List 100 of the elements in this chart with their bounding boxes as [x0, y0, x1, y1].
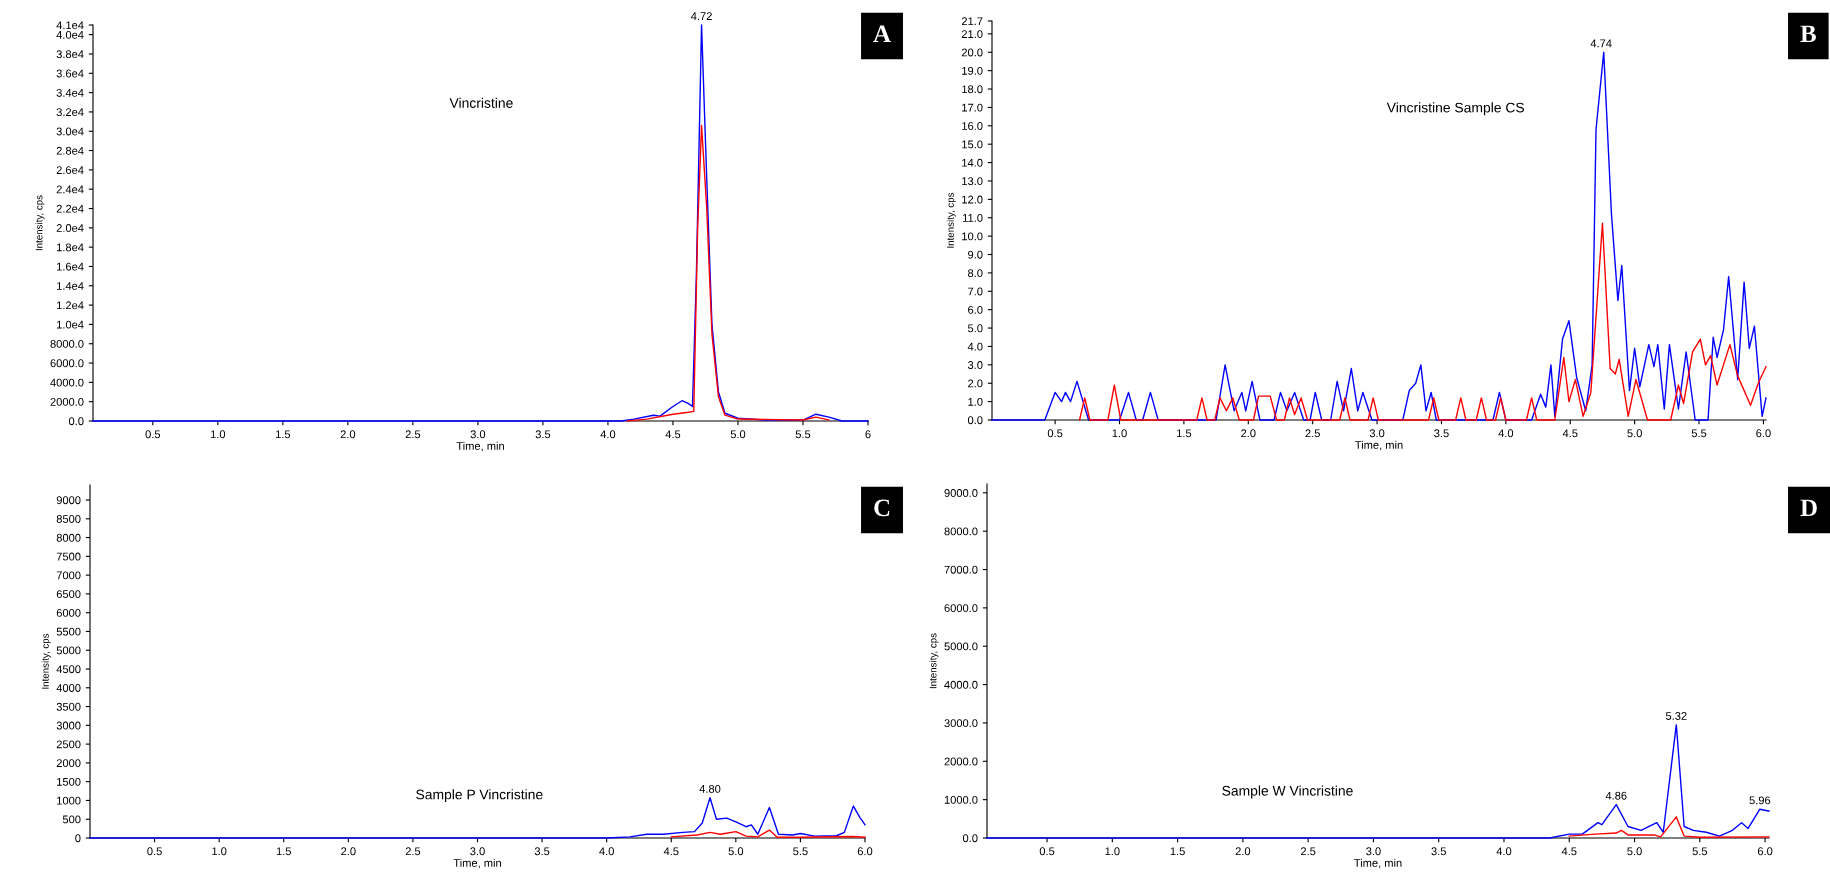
x-tick-label: 2.5: [1300, 847, 1316, 856]
x-tick-label: 0.5: [145, 430, 161, 439]
x-tick-label: 5.0: [730, 430, 746, 439]
x-tick-label: 3.5: [1434, 429, 1449, 438]
y-tick-label: 3.0: [967, 361, 983, 369]
x-axis-title: Time, min: [1355, 440, 1403, 451]
y-tick-label: 2.8e4: [56, 146, 84, 155]
y-tick-label: 3.6e4: [56, 69, 84, 78]
text: Vincristine: [449, 97, 513, 108]
y-tick-label: 7000.0: [944, 565, 978, 574]
y-tick-label: 11.0: [963, 214, 983, 222]
y-tick-label: 1.0: [968, 397, 983, 406]
y-tick-label: 9.0: [968, 250, 983, 259]
annotation: 4.72: [691, 12, 712, 20]
x-tick-label: 3.0: [470, 847, 485, 856]
x-tick-label: 4.0: [1496, 847, 1512, 856]
x-tick-label: 1.0: [1112, 429, 1127, 438]
y-tick-label: 1.4e4: [57, 282, 84, 290]
x-tick-label: 6: [865, 430, 871, 439]
x-tick-label: 0.5: [1047, 429, 1063, 438]
x-tick-label: 3.0: [1369, 429, 1385, 438]
y-tick-label: 17.0: [962, 103, 983, 112]
y-tick-label: 3000: [56, 721, 81, 730]
y-tick-label: 4.1e4: [56, 21, 84, 30]
y-tick-label: 1.6e4: [57, 262, 84, 271]
y-tick-label: 3.4e4: [56, 88, 84, 97]
y-tick-label: 19.0: [962, 66, 983, 75]
y-tick-label: 6000.0: [944, 604, 978, 613]
y-tick-label: 3500: [56, 702, 81, 711]
y-tick-label: 15.0: [962, 140, 983, 149]
y-tick-label: 500: [62, 815, 81, 824]
y-tick-label: 6500: [56, 590, 81, 599]
y-tick-label: 8.0: [968, 269, 983, 278]
y-tick-label: 4500: [56, 665, 81, 674]
y-axis-title: Intensity, cps: [41, 633, 51, 689]
x-tick-label: 5.0: [1627, 847, 1642, 856]
line-series: [626, 124, 830, 422]
y-tick-label: 9000: [56, 496, 81, 505]
x-tick-label: 3.0: [470, 430, 486, 439]
y-tick-label: 0.0: [967, 416, 983, 425]
y-tick-label: 20.0: [961, 48, 983, 57]
y-tick-label: 4000.0: [944, 680, 978, 689]
y-tick-label: 2.0: [968, 379, 983, 388]
y-tick-label: 18.0: [962, 85, 983, 94]
y-tick-label: 2.4e4: [56, 185, 84, 194]
x-tick-label: 4.5: [1562, 429, 1578, 438]
line-series: [1568, 816, 1770, 838]
x-tick-label: 5.0: [728, 847, 744, 856]
x-tick-label: 2.5: [405, 430, 421, 439]
x-axis-title: Time, min: [453, 858, 501, 869]
y-tick-label: 4000: [56, 684, 81, 692]
y-tick-label: 0: [75, 834, 81, 843]
y-tick-label: 1.8e4: [57, 243, 84, 252]
text: B: [1800, 25, 1816, 43]
x-tick-label: 2.0: [1241, 429, 1256, 438]
x-tick-label: 3.0: [1366, 847, 1381, 856]
x-tick-label: 3.5: [1431, 847, 1446, 856]
y-tick-label: 12.0: [962, 195, 983, 204]
y-tick-label: 8000: [56, 533, 81, 542]
annotation: 4.86: [1605, 791, 1627, 800]
y-tick-label: 0.0: [68, 417, 84, 426]
x-tick-label: 6.0: [857, 847, 873, 856]
y-tick-label: 21.0: [961, 30, 983, 39]
annotation: 4.80: [699, 784, 721, 793]
y-tick-label: 5000: [56, 646, 81, 655]
y-tick-label: 2.2e4: [56, 204, 84, 213]
x-tick-label: 1.5: [275, 430, 291, 439]
x-tick-label: 1.5: [1170, 847, 1185, 856]
line-series: [1078, 222, 1767, 421]
x-tick-label: 6.0: [1756, 429, 1771, 438]
y-tick-label: 1.0e4: [57, 320, 84, 329]
y-tick-label: 7500: [56, 552, 81, 561]
y-tick-label: 3000.0: [944, 719, 978, 728]
y-tick-label: 6000: [56, 608, 81, 617]
x-tick-label: 0.5: [1039, 847, 1055, 856]
x-tick-label: 2.0: [341, 847, 356, 856]
y-tick-label: 7000: [56, 571, 81, 580]
x-tick-label: 4.5: [663, 847, 679, 856]
y-tick-label: 2000.0: [50, 397, 84, 406]
x-tick-label: 0.5: [147, 847, 162, 856]
y-tick-label: 9000.0: [944, 489, 978, 497]
x-tick-label: 4.0: [600, 430, 616, 439]
x-tick-label: 1.5: [276, 847, 292, 856]
y-tick-label: 1500: [57, 777, 81, 786]
x-tick-label: 4.5: [665, 430, 681, 439]
text: A: [873, 25, 891, 43]
y-tick-label: 4.0: [967, 342, 983, 351]
x-tick-label: 4.0: [1498, 429, 1514, 438]
y-tick-label: 5.0: [967, 324, 983, 333]
y-tick-label: 1.2e4: [57, 301, 84, 310]
y-tick-label: 6.0: [968, 305, 983, 314]
x-tick-label: 3.5: [535, 430, 551, 439]
y-tick-label: 5500: [56, 627, 81, 636]
y-tick-label: 8000.0: [944, 527, 978, 536]
y-tick-label: 3.8e4: [56, 50, 84, 59]
y-tick-label: 2000: [56, 759, 81, 768]
line-series: [92, 24, 869, 422]
x-tick-label: 6.0: [1757, 847, 1773, 856]
y-tick-label: 4.0e4: [56, 30, 84, 39]
y-tick-label: 0.0: [962, 834, 978, 843]
